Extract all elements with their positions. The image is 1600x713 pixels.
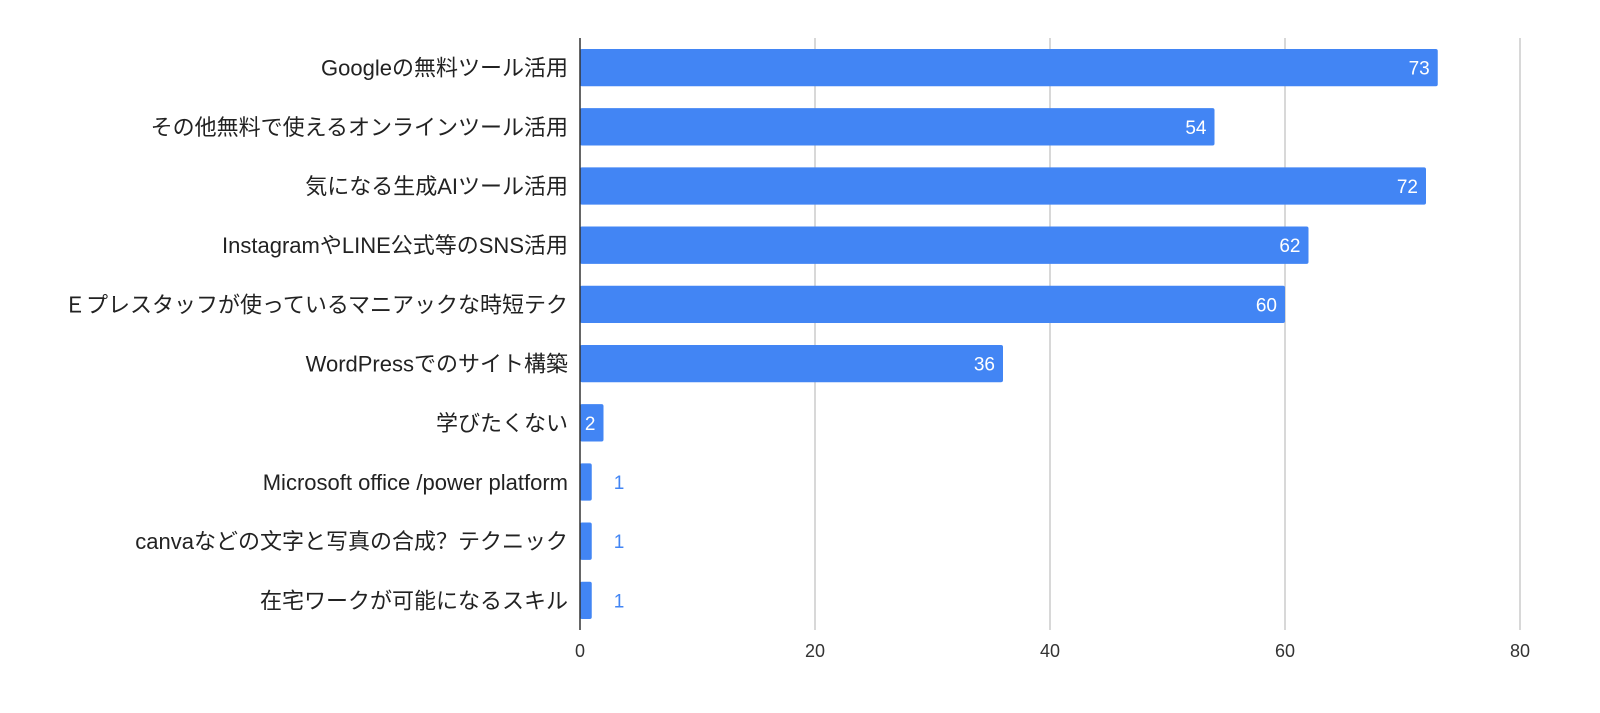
bar <box>580 48 1438 87</box>
data-label: 36 <box>974 355 995 376</box>
category-label: canvaなどの文字と写真の合成？テクニック <box>135 529 568 554</box>
bar <box>580 463 592 501</box>
category-label: 気になる生成AIツール活用 <box>305 174 568 199</box>
category-label: Ｅプレスタッフが使っているマニアックな時短テク <box>64 292 568 317</box>
data-label: 72 <box>1397 177 1418 198</box>
category-label: 在宅ワークが可能になるスキル <box>260 588 568 613</box>
data-label: 62 <box>1279 236 1300 257</box>
category-label: Googleの無料ツール活用 <box>321 56 568 81</box>
data-label: 1 <box>614 473 625 494</box>
data-labels: 73 54 72 62 60 36 2 1 1 1 <box>585 59 1430 613</box>
category-label: WordPressでのサイト構築 <box>306 352 568 377</box>
category-label: Microsoft office /power platform <box>263 470 568 495</box>
data-label: 1 <box>614 532 625 553</box>
x-tick-label: 60 <box>1275 641 1295 661</box>
bar <box>580 167 1426 205</box>
data-label: 73 <box>1409 59 1430 80</box>
category-label: InstagramやLINE公式等のSNS活用 <box>222 233 568 258</box>
x-tick-labels: 0 20 40 60 80 <box>575 641 1530 661</box>
bar <box>580 344 1003 383</box>
bar <box>580 285 1285 324</box>
data-label: 2 <box>585 414 596 435</box>
bar <box>580 522 592 560</box>
category-labels: Googleの無料ツール活用その他無料で使えるオンラインツール活用気になる生成A… <box>64 56 568 614</box>
bar <box>580 108 1215 146</box>
data-label: 54 <box>1185 118 1207 139</box>
category-label: 学びたくない <box>436 411 568 436</box>
x-tick-label: 40 <box>1040 641 1060 661</box>
data-label: 1 <box>614 591 625 612</box>
bars <box>580 48 1438 620</box>
bar <box>580 226 1309 264</box>
x-tick-label: 20 <box>805 641 825 661</box>
bar <box>580 581 592 620</box>
category-label: その他無料で使えるオンラインツール活用 <box>151 115 568 140</box>
x-tick-label: 80 <box>1510 641 1530 661</box>
x-tick-label: 0 <box>575 641 585 661</box>
bar <box>580 404 604 442</box>
data-label: 60 <box>1256 295 1277 316</box>
